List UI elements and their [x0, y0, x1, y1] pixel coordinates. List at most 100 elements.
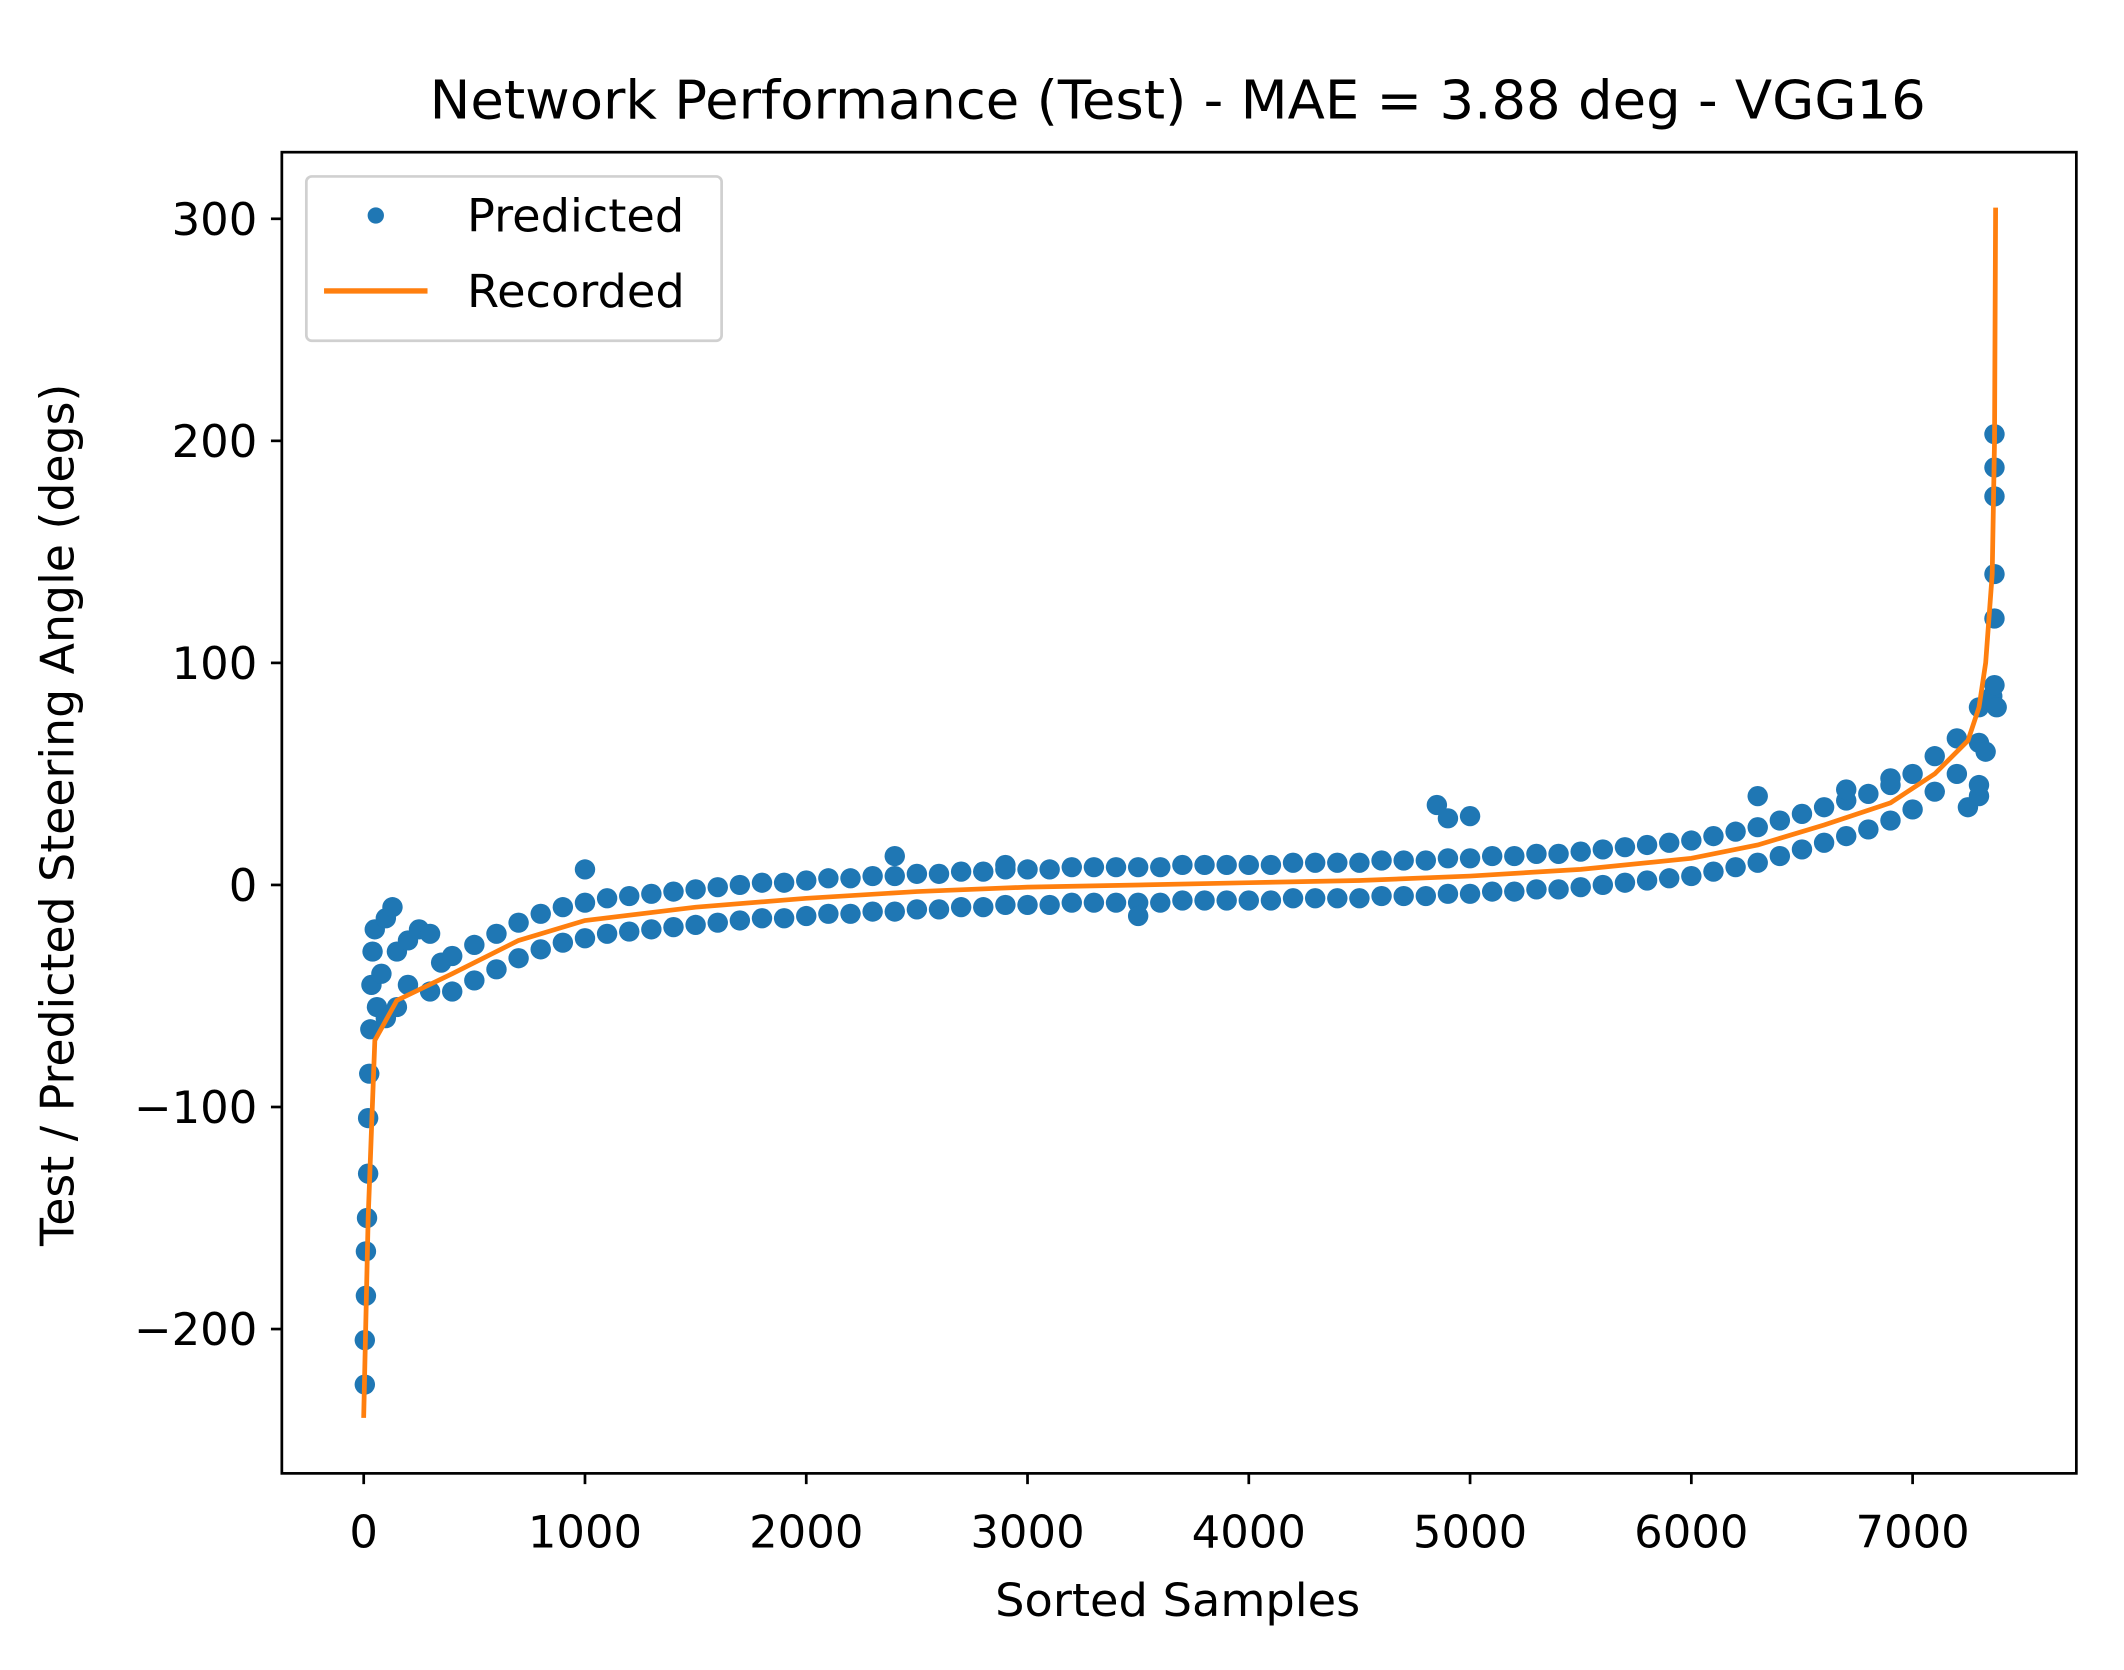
predicted-point: [973, 897, 994, 918]
predicted-point: [442, 945, 463, 967]
predicted-point: [464, 934, 485, 955]
predicted-point: [382, 897, 403, 918]
predicted-point: [1238, 854, 1260, 876]
predicted-point: [1968, 774, 1990, 796]
y-tick-label: −200: [134, 1304, 257, 1356]
predicted-point: [1548, 843, 1569, 864]
predicted-point: [1526, 843, 1547, 864]
x-tick-label: 1000: [528, 1507, 642, 1559]
predicted-point: [751, 908, 773, 929]
predicted-point: [1327, 852, 1348, 873]
predicted-point: [574, 892, 596, 913]
predicted-point: [1150, 857, 1171, 878]
predicted-point: [371, 963, 392, 984]
chart-title: Network Performance (Test) - MAE = 3.88 …: [430, 69, 1926, 132]
predicted-point: [1216, 854, 1237, 876]
predicted-point: [1924, 781, 1945, 802]
predicted-point: [1614, 872, 1636, 893]
predicted-point: [508, 912, 529, 933]
predicted-point: [818, 868, 839, 889]
predicted-point: [950, 897, 972, 918]
predicted-point: [1858, 783, 1879, 805]
predicted-point: [1725, 821, 1746, 842]
predicted-point: [818, 903, 839, 924]
x-tick-label: 3000: [970, 1507, 1084, 1559]
y-tick-label: 0: [229, 860, 258, 912]
predicted-point: [1902, 799, 1923, 820]
y-axis-label: Test / Predicted Steering Angle (degs): [30, 384, 84, 1247]
predicted-point: [1172, 890, 1193, 911]
predicted-point: [1986, 697, 2007, 718]
predicted-point: [1083, 857, 1105, 878]
predicted-point: [1975, 741, 1996, 762]
predicted-point: [906, 899, 928, 920]
predicted-point: [1526, 879, 1547, 900]
y-tick-label: 100: [172, 638, 258, 690]
predicted-point: [1127, 905, 1149, 927]
predicted-point: [685, 879, 706, 900]
predicted-point: [641, 919, 662, 940]
predicted-point: [1017, 859, 1038, 880]
predicted-point: [1349, 888, 1370, 909]
predicted-point: [1150, 892, 1171, 913]
predicted-point: [1304, 852, 1326, 873]
predicted-point: [928, 863, 950, 884]
predicted-point: [1548, 879, 1569, 900]
predicted-point: [486, 959, 507, 980]
plot-area: [354, 207, 2007, 1418]
predicted-point: [862, 865, 883, 887]
predicted-point: [1924, 746, 1945, 767]
predicted-point: [574, 859, 596, 880]
predicted-point: [1194, 890, 1215, 911]
predicted-point: [707, 877, 728, 898]
x-tick-label: 2000: [749, 1507, 863, 1559]
predicted-point: [707, 912, 728, 933]
predicted-point: [1194, 854, 1215, 876]
predicted-point: [1747, 852, 1768, 873]
predicted-point: [773, 908, 795, 929]
axes-frame: [280, 150, 2078, 1475]
predicted-point: [1327, 888, 1348, 909]
y-tick-label: 300: [172, 194, 258, 246]
predicted-point: [751, 872, 773, 893]
predicted-point: [1703, 825, 1724, 847]
predicted-point: [1238, 890, 1260, 911]
predicted-point: [1039, 894, 1060, 916]
predicted-point: [1813, 797, 1835, 818]
predicted-point: [1658, 868, 1680, 889]
predicted-point: [1658, 832, 1680, 853]
predicted-point: [1282, 852, 1304, 873]
predicted-point: [1725, 857, 1746, 878]
predicted-point: [1415, 850, 1437, 871]
predicted-point: [530, 903, 551, 924]
predicted-point: [1636, 870, 1658, 891]
predicted-point: [1902, 763, 1923, 785]
predicted-point: [442, 981, 463, 1002]
predicted-point: [1481, 881, 1503, 902]
predicted-point: [1570, 877, 1591, 898]
predicted-point: [1570, 841, 1591, 862]
legend-predicted-label: Predicted: [467, 189, 684, 243]
predicted-point: [1481, 845, 1503, 867]
predicted-point: [796, 905, 817, 927]
y-tick-label: −100: [134, 1082, 257, 1134]
predicted-point: [641, 883, 662, 904]
predicted-point: [1393, 850, 1414, 871]
predicted-point: [464, 970, 485, 991]
x-tick-label: 4000: [1192, 1507, 1306, 1559]
predicted-point: [773, 872, 795, 893]
predicted-point: [1105, 857, 1127, 878]
predicted-point: [663, 881, 684, 902]
predicted-point: [663, 917, 684, 938]
predicted-point: [1426, 794, 1448, 816]
predicted-point: [530, 939, 551, 960]
predicted-point: [1747, 817, 1768, 838]
predicted-point: [1769, 810, 1791, 831]
predicted-point: [1039, 859, 1060, 880]
predicted-point: [729, 910, 751, 931]
predicted-point: [1459, 883, 1481, 904]
recorded-line: [361, 207, 1998, 1418]
predicted-point: [359, 1063, 380, 1084]
predicted-point: [619, 921, 640, 942]
predicted-point: [862, 901, 883, 922]
